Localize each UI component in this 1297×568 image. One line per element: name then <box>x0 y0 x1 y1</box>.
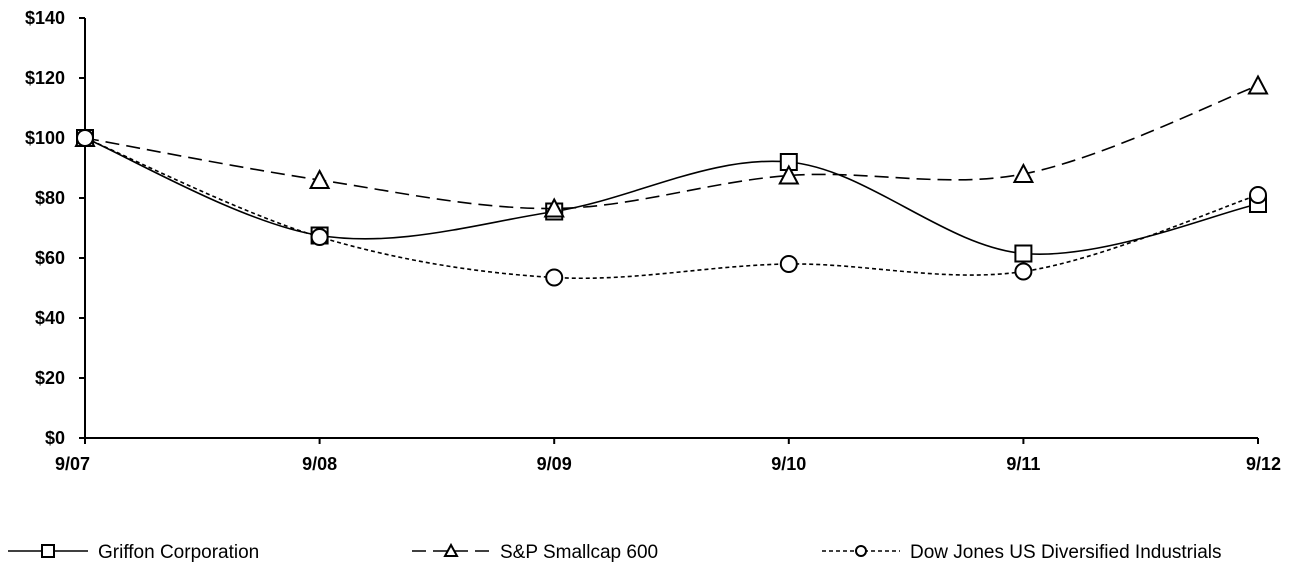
x-tick-label: 9/09 <box>537 454 572 474</box>
y-tick-label: $140 <box>25 8 65 28</box>
data-point-triangle <box>308 168 331 189</box>
data-point-triangle <box>543 197 565 218</box>
x-tick-label: 9/12 <box>1246 454 1281 474</box>
data-point-circle <box>1249 186 1267 204</box>
series-triangle <box>74 74 1269 218</box>
x-tick-label: 9/07 <box>55 454 90 474</box>
data-point-circle <box>545 268 564 287</box>
legend-marker-circle <box>855 545 867 557</box>
legend-label: Griffon Corporation <box>98 542 259 563</box>
legend-item: Griffon Corporation <box>8 542 259 563</box>
series-layer <box>74 74 1269 287</box>
legend-marker-square <box>41 544 55 558</box>
legend-label: Dow Jones US Diversified Industrials <box>910 542 1222 563</box>
axes: $0 $20 $40 $60 $80 $100 $120 $140 9/07 9/08 9/09 9/… <box>25 8 1281 474</box>
y-tick-label: $40 <box>35 308 65 328</box>
y-tick-label: $80 <box>35 188 65 208</box>
y-tick-label: $60 <box>35 248 65 268</box>
data-point-circle <box>76 129 94 147</box>
legend-item: S&P Smallcap 600 <box>412 542 658 563</box>
y-tick-label: $0 <box>45 428 65 448</box>
legend-item: Dow Jones US Diversified Industrials <box>822 542 1222 563</box>
series-line <box>84 137 1259 255</box>
x-tick-label: 9/10 <box>771 454 806 474</box>
legend-label: S&P Smallcap 600 <box>500 542 658 563</box>
legend-marker-triangle <box>443 542 459 557</box>
y-tick-label: $20 <box>35 368 65 388</box>
series-line <box>84 137 1259 280</box>
series-square <box>76 129 1267 263</box>
data-point-square <box>1014 244 1033 263</box>
series-circle <box>76 129 1267 287</box>
data-point-triangle <box>1247 74 1269 95</box>
data-point-circle <box>779 255 798 273</box>
series-line <box>84 84 1259 210</box>
x-tick-label: 9/08 <box>302 454 337 474</box>
data-point-circle <box>310 228 329 246</box>
data-point-circle <box>1014 262 1033 281</box>
y-tick-label: $100 <box>25 128 65 148</box>
data-point-triangle <box>1012 162 1035 183</box>
x-tick-label: 9/11 <box>1006 454 1040 474</box>
y-tick-label: $120 <box>25 68 65 88</box>
data-point-triangle <box>778 164 800 185</box>
legend: Griffon Corporation S&P Smallcap 600 Dow J… <box>8 542 1222 563</box>
